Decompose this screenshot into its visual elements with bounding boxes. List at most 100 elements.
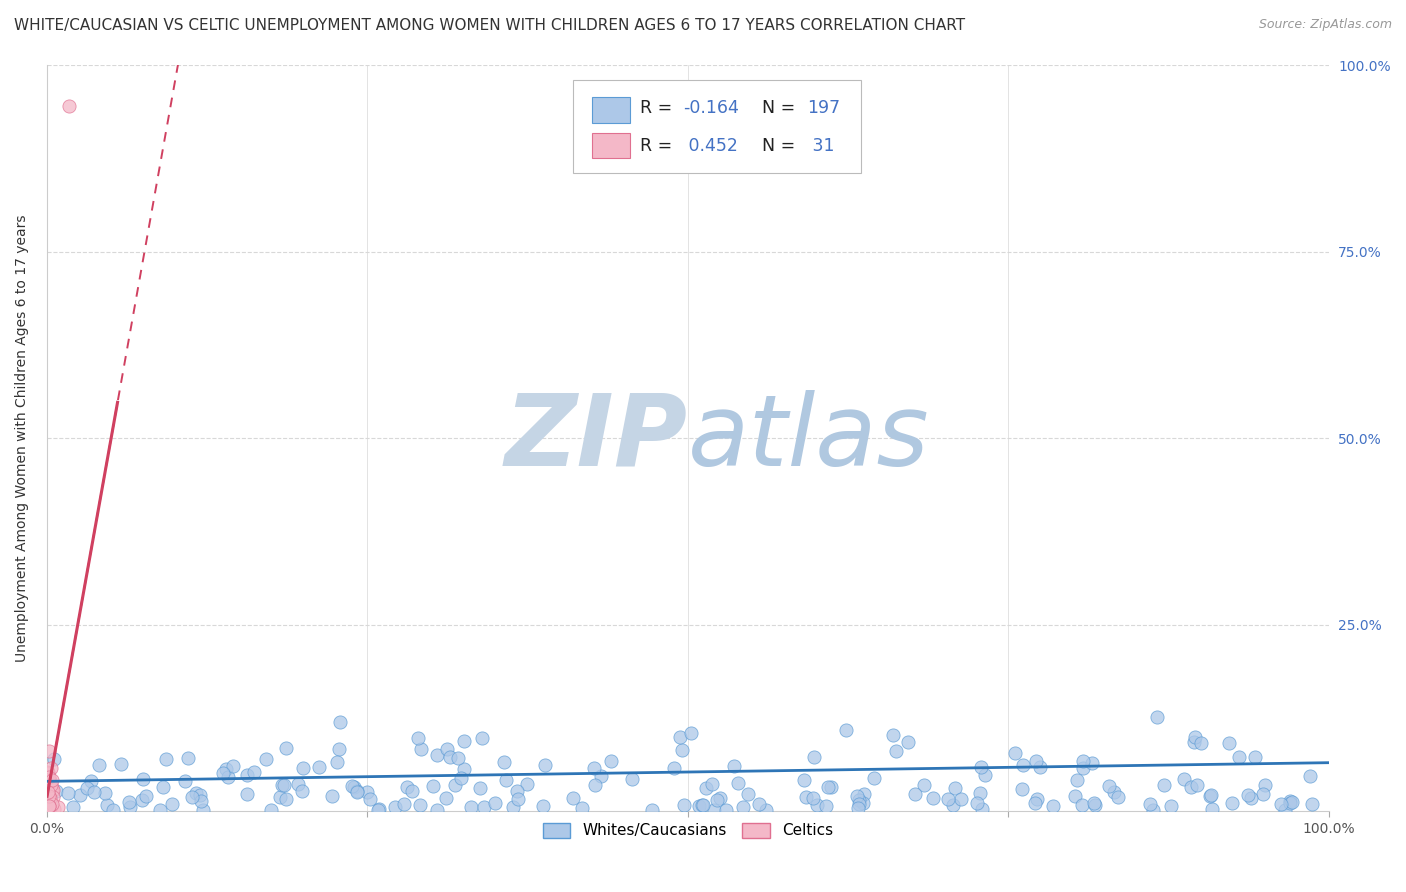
Point bbox=[346, 784, 368, 798]
Point bbox=[426, 804, 449, 818]
Point bbox=[41, 790, 63, 805]
Point bbox=[215, 762, 238, 776]
Point bbox=[803, 749, 825, 764]
Point bbox=[471, 731, 494, 745]
Point bbox=[160, 797, 183, 811]
Point bbox=[1012, 757, 1035, 772]
Point bbox=[853, 788, 876, 802]
Point bbox=[1218, 736, 1240, 750]
Point bbox=[41, 773, 63, 788]
Point bbox=[1244, 750, 1267, 764]
Point bbox=[700, 777, 723, 791]
Point bbox=[236, 787, 259, 801]
Point bbox=[671, 742, 693, 756]
Point bbox=[188, 788, 211, 802]
Point bbox=[852, 796, 875, 810]
Point bbox=[291, 761, 314, 775]
Point bbox=[748, 797, 770, 811]
Point bbox=[83, 785, 105, 799]
Point bbox=[531, 798, 554, 813]
Point bbox=[664, 761, 686, 775]
Point bbox=[1279, 793, 1302, 807]
Point bbox=[1189, 736, 1212, 750]
Point bbox=[242, 765, 264, 780]
Text: ZIP: ZIP bbox=[505, 390, 688, 487]
Point bbox=[131, 793, 153, 807]
Text: N =: N = bbox=[762, 136, 801, 154]
Point bbox=[484, 796, 506, 810]
Point bbox=[436, 742, 458, 756]
Text: R =: R = bbox=[641, 99, 678, 118]
Point bbox=[972, 802, 994, 816]
Point bbox=[101, 804, 124, 818]
Point bbox=[1278, 797, 1301, 811]
Point bbox=[460, 800, 482, 814]
Point bbox=[974, 767, 997, 781]
Point bbox=[793, 772, 815, 787]
Point bbox=[723, 759, 745, 773]
Point bbox=[120, 800, 142, 814]
Point bbox=[152, 780, 174, 794]
Point bbox=[1066, 772, 1088, 787]
Point bbox=[38, 775, 60, 789]
Point bbox=[135, 789, 157, 804]
Point bbox=[222, 759, 245, 773]
Point bbox=[1173, 772, 1195, 786]
Point bbox=[1042, 799, 1064, 814]
Point bbox=[38, 798, 60, 813]
Point bbox=[534, 758, 557, 772]
Point bbox=[1160, 799, 1182, 814]
Point bbox=[80, 774, 103, 789]
Point bbox=[1142, 804, 1164, 818]
Point bbox=[110, 756, 132, 771]
Point bbox=[236, 768, 259, 782]
Point bbox=[1236, 788, 1258, 802]
Point bbox=[1301, 797, 1323, 811]
Point bbox=[184, 786, 207, 800]
Point bbox=[589, 769, 612, 783]
Point bbox=[37, 765, 59, 780]
Text: 197: 197 bbox=[807, 99, 841, 118]
Point bbox=[897, 735, 920, 749]
Point bbox=[692, 797, 714, 812]
Point bbox=[1240, 791, 1263, 805]
Point bbox=[174, 774, 197, 789]
Point bbox=[37, 794, 59, 808]
Point bbox=[1146, 710, 1168, 724]
Point bbox=[39, 761, 62, 775]
Point bbox=[495, 772, 517, 787]
Point bbox=[89, 757, 111, 772]
Point bbox=[39, 778, 62, 792]
Point bbox=[731, 800, 754, 814]
Point bbox=[217, 770, 239, 784]
Point bbox=[343, 780, 366, 795]
Point bbox=[38, 774, 60, 789]
Point bbox=[177, 751, 200, 765]
Point bbox=[422, 779, 444, 793]
Point bbox=[727, 776, 749, 790]
Point bbox=[38, 787, 60, 801]
FancyBboxPatch shape bbox=[572, 80, 860, 173]
Point bbox=[443, 778, 465, 792]
Point bbox=[1274, 804, 1296, 818]
Point bbox=[45, 784, 67, 798]
Point bbox=[571, 801, 593, 815]
Point bbox=[516, 777, 538, 791]
Point bbox=[1153, 778, 1175, 792]
Point bbox=[291, 784, 314, 798]
Point bbox=[321, 789, 343, 804]
Point bbox=[848, 801, 870, 815]
Point bbox=[38, 798, 60, 813]
Point bbox=[969, 786, 991, 800]
Point bbox=[695, 781, 717, 796]
Point bbox=[69, 789, 91, 803]
Point bbox=[1251, 787, 1274, 801]
Point bbox=[846, 789, 869, 803]
Point bbox=[1182, 735, 1205, 749]
Point bbox=[562, 790, 585, 805]
Point bbox=[193, 803, 215, 817]
Point bbox=[44, 752, 66, 766]
Point bbox=[936, 791, 959, 805]
Point bbox=[259, 804, 281, 818]
Point bbox=[453, 734, 475, 748]
